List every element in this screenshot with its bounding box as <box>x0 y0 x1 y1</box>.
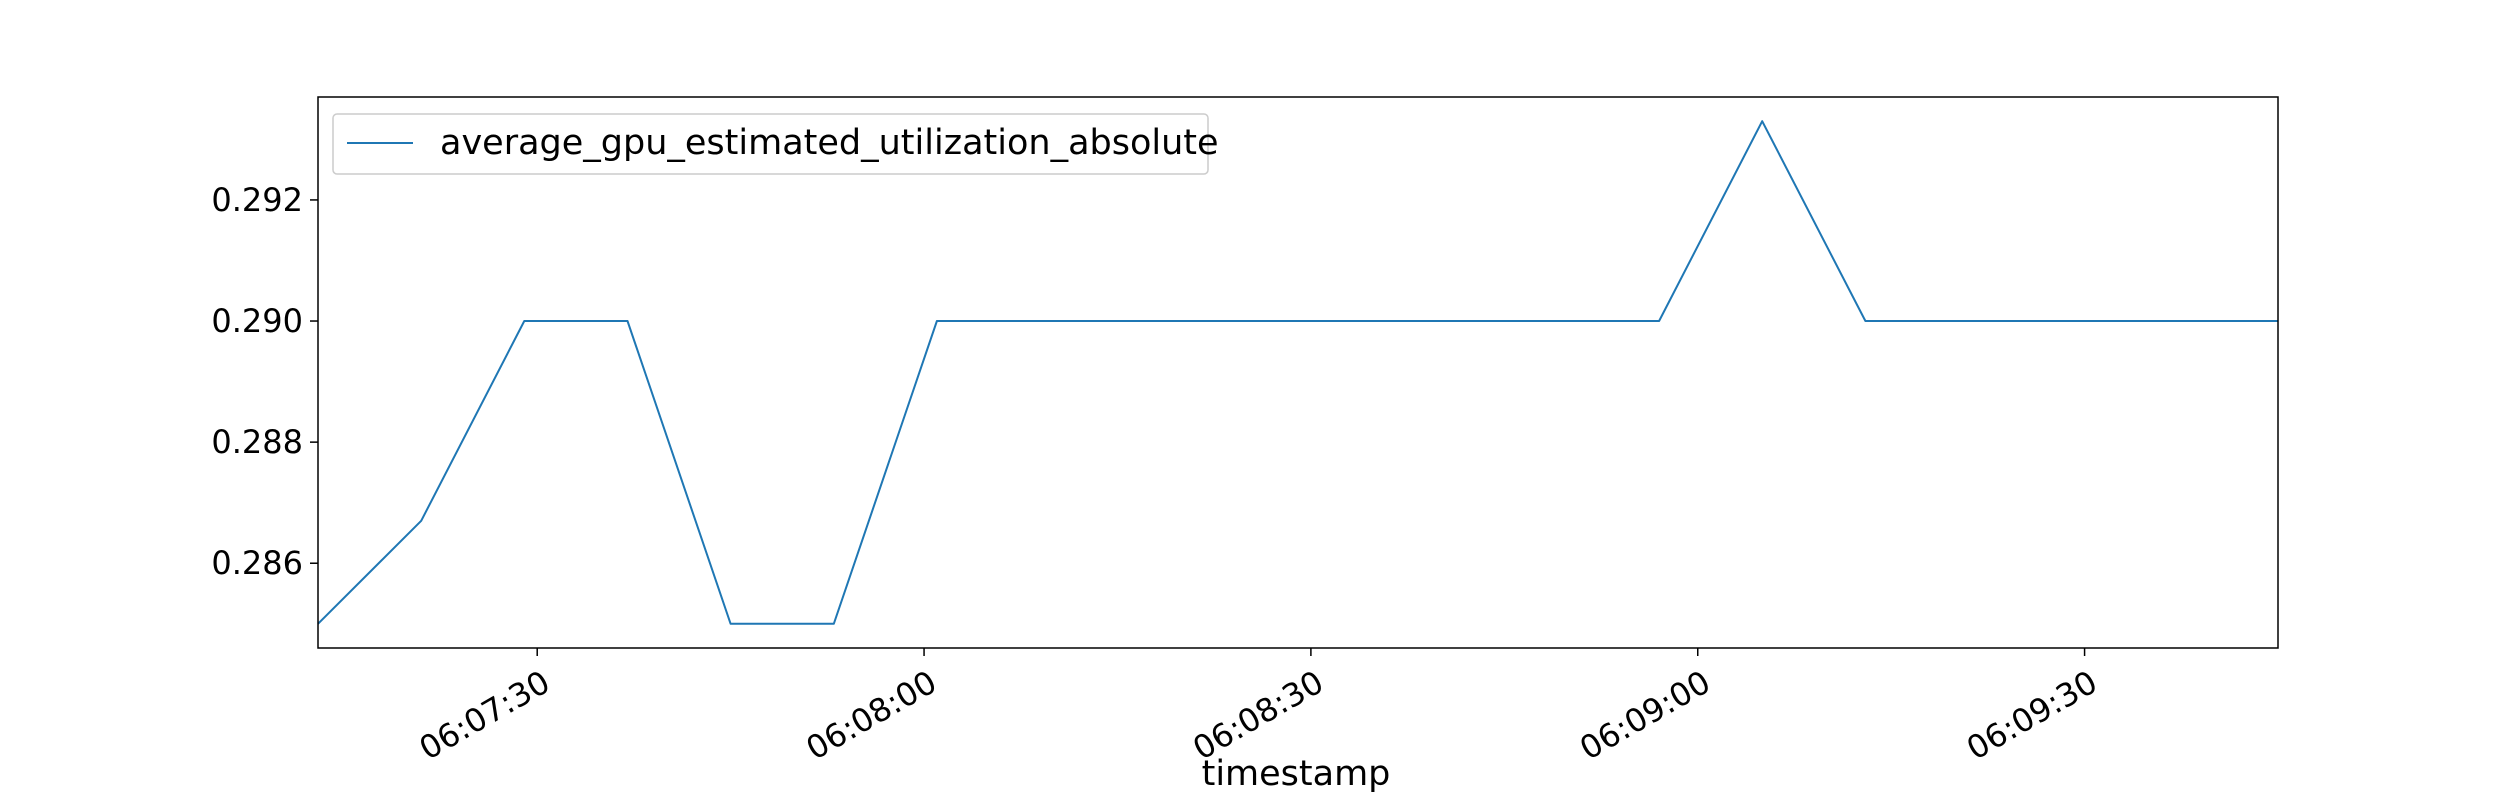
x-tick-label: 06:07:30 <box>413 663 556 768</box>
x-tick-label: 06:08:00 <box>800 663 943 768</box>
legend-label: average_gpu_estimated_utilization_absolu… <box>440 123 1219 163</box>
plot-area <box>317 96 2279 649</box>
legend-box <box>332 113 1209 175</box>
y-tick-label: 0.292 <box>211 181 303 219</box>
y-axis: 0.286 0.288 0.290 0.292 <box>211 181 318 582</box>
x-axis: 06:07:30 06:08:00 06:08:30 06:09:00 06:09:30 <box>413 648 2104 768</box>
x-tick-label: 06:09:30 <box>1960 663 2103 768</box>
plot-frame <box>317 96 2279 649</box>
series-line-0 <box>317 120 2278 625</box>
x-tick-label: 06:09:00 <box>1573 663 1716 768</box>
x-tick-label: 06:08:30 <box>1186 663 1329 768</box>
x-axis-label: timestamp <box>1202 754 1391 794</box>
legend: average_gpu_estimated_utilization_absolu… <box>332 113 1219 175</box>
y-tick-label: 0.286 <box>211 544 303 582</box>
y-tick-label: 0.288 <box>211 423 303 461</box>
y-tick-label: 0.290 <box>211 302 303 340</box>
